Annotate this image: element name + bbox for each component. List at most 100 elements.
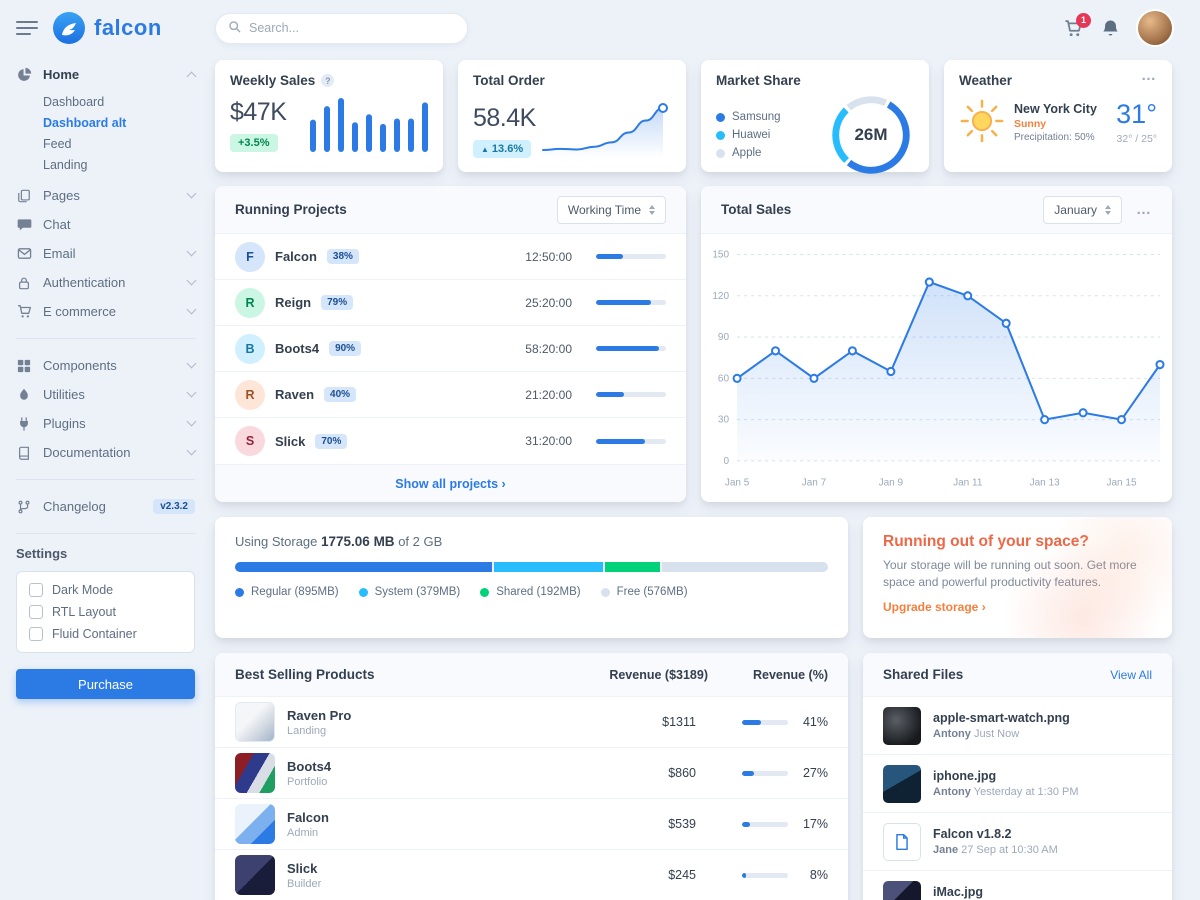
sidebar-item-changelog[interactable]: Changelog v2.3.2 (16, 492, 195, 521)
column-header-revenue: Revenue ($3189) (609, 667, 708, 682)
sidebar-item-dashboard-alt[interactable]: Dashboard alt (43, 115, 127, 130)
dark-mode-checkbox[interactable] (29, 583, 43, 597)
legend-dot (480, 587, 490, 597)
file-row-iphone[interactable]: iphone.jpg Antony Yesterday at 1:30 PM (863, 755, 1172, 813)
weather-condition: Sunny (1014, 118, 1047, 130)
storage-title: Using Storage 1775.06 MB of 2 GB (235, 534, 443, 549)
cart-button[interactable]: 1 (1064, 12, 1091, 38)
best-selling-card: Best Selling Products Revenue ($3189) Re… (215, 653, 848, 900)
chevron-down-icon (186, 275, 197, 286)
dark-mode-toggle[interactable]: Dark Mode (29, 583, 182, 597)
legend-item-apple: Apple (716, 147, 781, 159)
product-thumbnail (235, 702, 275, 742)
card-menu-icon[interactable]: … (1141, 67, 1157, 84)
shopping-cart-icon (16, 304, 32, 319)
sidebar-item-components[interactable]: Components (16, 351, 197, 380)
project-percent-badge: 90% (329, 341, 362, 356)
brand-name: falcon (94, 15, 162, 40)
market-share-total: 26M (854, 125, 888, 144)
project-percent-badge: 70% (315, 433, 348, 449)
sidebar-item-feed[interactable]: Feed (43, 136, 72, 151)
sidebar-item-pages[interactable]: Pages (16, 181, 197, 210)
file-thumbnail (883, 706, 921, 745)
weather-high-low: 32° / 25° (1116, 132, 1157, 145)
fluid-container-toggle[interactable]: Fluid Container (29, 627, 182, 641)
card-menu-icon[interactable]: … (1136, 200, 1152, 218)
sidebar-item-dashboard[interactable]: Dashboard (43, 94, 105, 109)
sidebar-item-chat[interactable]: Chat (16, 210, 195, 239)
kpi-row: Weekly Sales ? $47K +3.5% Total Order (215, 60, 1172, 174)
sidebar-item-authentication[interactable]: Authentication (16, 268, 197, 297)
revenue-progress-bar (742, 770, 788, 776)
working-time-select[interactable]: Working Time (556, 195, 666, 224)
notifications-bell-button[interactable] (1101, 19, 1120, 38)
legend-item-regular: Regular (895MB) (235, 586, 339, 598)
envelope-icon (16, 246, 32, 261)
search-box[interactable] (215, 12, 468, 44)
show-all-projects-link[interactable]: Show all projects › (395, 476, 506, 491)
home-subnav: Dashboard Dashboard alt Feed Landing (16, 89, 195, 181)
components-icon (16, 359, 32, 373)
sidebar-item-home[interactable]: Home (16, 60, 197, 89)
file-row-falcon-zip[interactable]: Falcon v1.8.2 Jane 27 Sep at 10:30 AM (863, 813, 1172, 871)
mid-row: Running Projects Working Time F Falcon 3… (215, 186, 1172, 502)
rtl-layout-checkbox[interactable] (29, 605, 43, 619)
info-icon[interactable]: ? (321, 74, 335, 87)
chevron-down-icon (186, 358, 197, 369)
legend-dot (716, 130, 725, 140)
fluid-container-checkbox[interactable] (29, 627, 43, 641)
market-share-card: Market Share Samsung Huawei Apple 26M (701, 60, 929, 174)
revenue-progress-bar (742, 719, 788, 725)
file-thumbnail (883, 880, 921, 900)
file-thumbnail (883, 764, 921, 803)
cart-badge: 1 (1076, 12, 1091, 28)
search-input[interactable] (249, 21, 455, 35)
project-avatar: B (235, 333, 265, 364)
purchase-button[interactable]: Purchase (16, 669, 195, 699)
project-time: 21:20:00 (525, 387, 572, 402)
weather-card: Weather … (944, 60, 1172, 172)
chevron-down-icon (186, 387, 197, 398)
space-title: Running out of your space? (883, 533, 1089, 550)
svg-text:150: 150 (712, 249, 729, 260)
main-content: Weekly Sales ? $47K +3.5% Total Order (215, 56, 1172, 900)
storage-segment (662, 562, 828, 572)
sidebar-item-ecommerce[interactable]: E commerce (16, 297, 197, 326)
project-row-falcon: F Falcon 38% 12:50:00 (215, 234, 686, 280)
project-percent-badge: 40% (324, 387, 357, 402)
caret-up-icon: ▲ (481, 144, 489, 154)
product-thumbnail (235, 804, 275, 844)
nav-divider (16, 533, 195, 534)
sun-icon (959, 98, 1005, 147)
weather-precipitation: Precipitation: 50% (1014, 132, 1095, 143)
month-select[interactable]: January (1043, 195, 1122, 224)
sidebar-item-plugins[interactable]: Plugins (16, 409, 197, 438)
falcon-logo[interactable]: falcon (52, 11, 162, 45)
sidebar-item-documentation[interactable]: Documentation (16, 438, 197, 467)
weekly-sales-badge: +3.5% (230, 134, 278, 152)
hamburger-menu-button[interactable] (16, 19, 38, 37)
chevron-up-icon (186, 71, 197, 82)
file-row-apple-smart-watch[interactable]: apple-smart-watch.png Antony Just Now (863, 697, 1172, 755)
column-header-percent: Revenue (%) (752, 667, 828, 682)
weekly-sales-bar-chart (310, 98, 428, 152)
sidebar-item-landing[interactable]: Landing (43, 157, 88, 172)
svg-text:120: 120 (712, 291, 729, 302)
svg-text:Jan 5: Jan 5 (725, 478, 750, 489)
sidebar: Home Dashboard Dashboard alt Feed Landin… (0, 56, 215, 900)
file-row-imac[interactable]: iMac.jpg Rowen 23 Sep at 6:10 PM (863, 871, 1172, 900)
legend-dot (716, 112, 725, 122)
view-all-link[interactable]: View All (1110, 667, 1152, 682)
project-progress-bar (596, 346, 666, 351)
space-upsell-card: Running out of your space? Your storage … (863, 517, 1172, 638)
user-avatar[interactable] (1138, 11, 1172, 45)
svg-text:Jan 13: Jan 13 (1030, 478, 1060, 489)
sidebar-item-utilities[interactable]: Utilities (16, 380, 197, 409)
product-row-boots4: Boots4 Portfolio $860 27% (215, 748, 848, 799)
product-row-falcon: Falcon Admin $539 17% (215, 799, 848, 850)
upgrade-storage-link[interactable]: Upgrade storage › (883, 599, 986, 614)
sidebar-item-email[interactable]: Email (16, 239, 197, 268)
project-time: 25:20:00 (525, 295, 572, 310)
rtl-layout-toggle[interactable]: RTL Layout (29, 605, 182, 619)
falcon-logo-icon (52, 11, 86, 45)
